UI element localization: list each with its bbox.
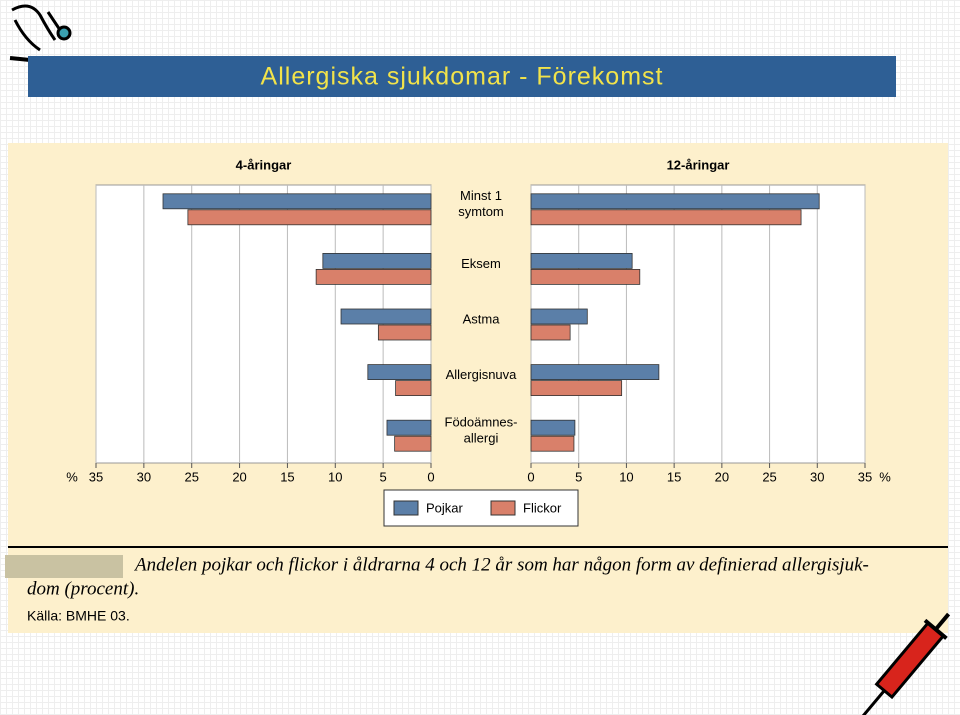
x-tick-label: 5 [380,469,387,484]
slide-title: Allergiska sjukdomar - Förekomst [261,63,664,91]
x-tick-label: 20 [715,469,729,484]
bar [162,193,432,210]
category-label: Minst 1 [460,188,502,203]
panel-title: 12-åringar [667,157,730,172]
x-tick-label: 20 [232,469,246,484]
category-label: Eksem [461,256,501,271]
x-tick-label: 0 [427,469,434,484]
bar [530,308,588,325]
legend-swatch [393,500,419,516]
bar [377,324,432,341]
x-unit: % [66,469,78,484]
x-tick-label: 25 [762,469,776,484]
x-tick-label: 25 [184,469,198,484]
bar [340,308,432,325]
category-label: symtom [458,204,504,219]
legend-swatch [490,500,516,516]
caption-line: Andelen pojkar och flickor i åldrarna 4 … [133,554,869,575]
title-bar [28,56,896,97]
legend-label: Flickor [523,500,562,515]
bar [530,364,660,381]
caption-marker [5,555,123,578]
x-tick-label: 35 [858,469,872,484]
x-tick-label: 30 [810,469,824,484]
category-label: Allergisnuva [446,367,518,382]
x-tick-label: 35 [89,469,103,484]
bar [367,364,432,381]
bar [394,435,432,452]
bar [530,435,575,452]
bar [315,268,432,285]
x-tick-label: 10 [328,469,342,484]
x-tick-label: 5 [575,469,582,484]
syringe-icon [860,612,951,715]
bar [530,252,633,269]
bar [322,252,432,269]
source: Källa: BMHE 03. [27,608,130,624]
bar [386,419,432,436]
bar [530,193,820,210]
x-tick-label: 15 [667,469,681,484]
bar [530,268,641,285]
bar [530,419,576,436]
bar [395,380,432,397]
category-label: Födoämnes- [445,415,518,430]
x-unit: % [879,469,891,484]
legend-label: Pojkar [426,500,464,515]
x-tick-label: 15 [280,469,294,484]
x-tick-label: 30 [137,469,151,484]
stethoscope-icon [9,4,72,64]
bar [187,209,432,226]
bar [530,324,571,341]
x-tick-label: 10 [619,469,633,484]
chart: 4-åringar 0 5 10 15 20 25 30 35% 12-åringar 0 5 10 15… [66,157,891,527]
caption-line: dom (procent). [27,578,139,599]
x-tick-label: 0 [527,469,534,484]
panel-title: 4-åringar [236,157,292,172]
bar [530,209,802,226]
category-label: Astma [463,311,501,326]
category-label: allergi [464,431,499,446]
bar [530,380,623,397]
